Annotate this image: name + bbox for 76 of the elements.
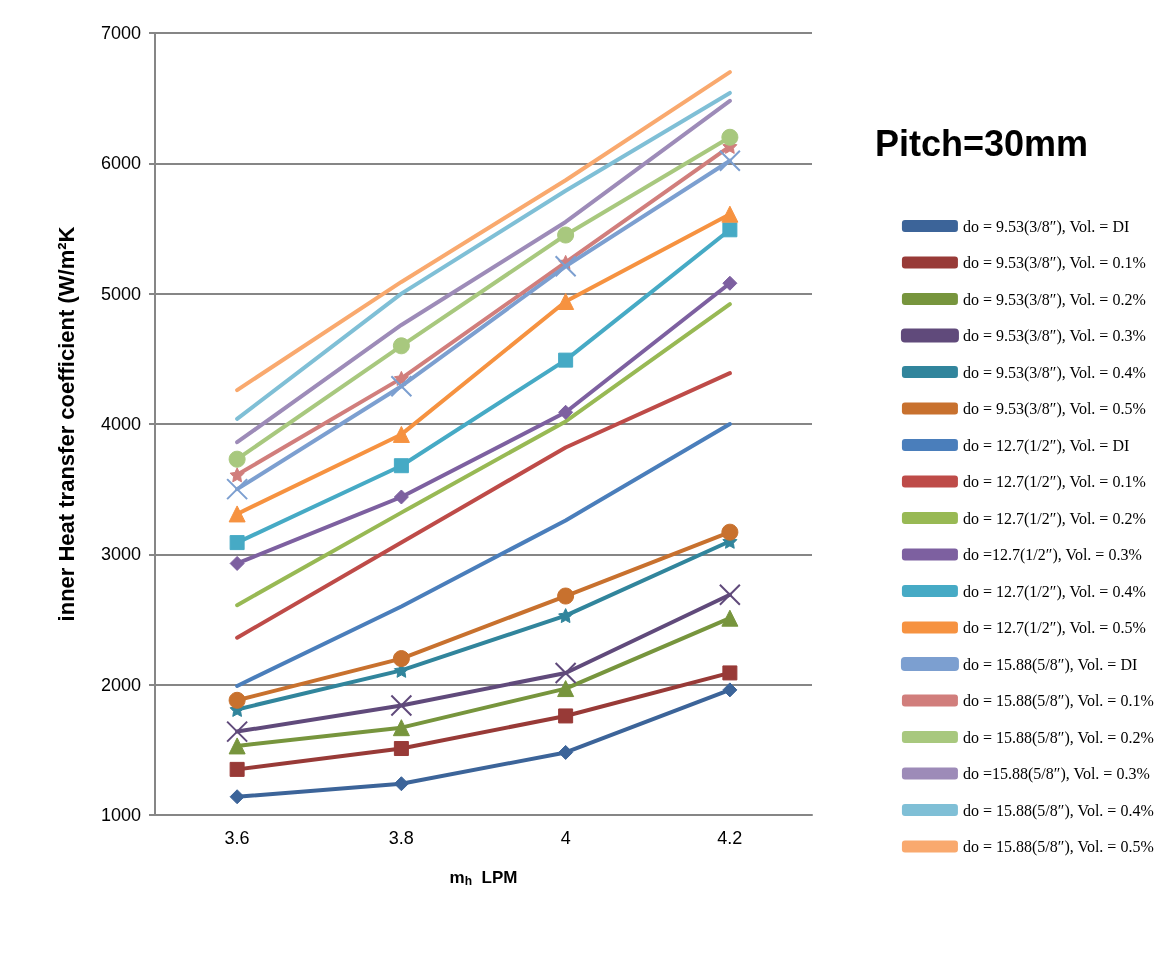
point [393,741,409,757]
point [392,719,410,737]
legend-label: do = 12.7(1/2″), Vol. = 0.4% [962,582,1146,601]
point [721,523,739,541]
legend-label: do = 9.53(3/8″), Vol. = 0.3% [962,327,1146,345]
point [393,458,409,474]
point [557,680,575,698]
legend-label: do =12.7(1/2″), Vol. = 0.3% [962,546,1142,564]
point [554,661,577,684]
point [558,608,574,624]
point [228,737,246,755]
point [557,587,575,605]
point [722,275,738,291]
line-series [235,302,732,608]
point [722,222,738,238]
point [229,761,245,777]
legend-label: do = 12.7(1/2″), Vol. = DI [962,436,1130,455]
legend-label: do = 12.7(1/2″), Vol. = 0.5% [962,619,1146,637]
point [554,255,577,278]
legend-label: do =15.88(5/8″), Vol. = 0.3% [962,765,1150,783]
y-tick-label: 4000 [100,414,141,434]
line-series [235,371,732,640]
point [390,375,413,398]
legend-label: do = 15.88(5/8″), Vol. = DI [962,655,1138,674]
point [557,292,575,310]
point [393,489,409,505]
point [228,505,246,523]
point [393,776,409,792]
y-tick-label: 1000 [100,805,141,825]
legend-label: do = 9.53(3/8″), Vol. = 0.5% [962,400,1146,418]
legend-label: do = 9.53(3/8″), Vol. = 0.2% [962,290,1146,309]
point [226,720,249,743]
y-tick-label: 7000 [100,23,141,43]
point [558,352,574,368]
point [229,535,245,551]
point [228,691,246,709]
x-tick-label: 3.6 [224,828,250,848]
point [718,149,741,172]
point [718,583,741,606]
point [390,694,413,717]
x-tick-label: 4 [560,828,571,848]
legend-label: do = 9.53(3/8″), Vol. = 0.4% [962,363,1146,382]
point [392,650,410,668]
x-tick-label: 3.8 [388,828,414,848]
legend-label: do = 15.88(5/8″), Vol. = 0.5% [962,838,1154,856]
point [392,337,410,355]
point [721,609,739,627]
x-tick-label: 4.2 [717,828,743,848]
y-tick-label: 2000 [100,674,141,695]
point [721,205,739,223]
y-tick-label: 3000 [100,544,141,565]
point [721,128,739,146]
point [229,467,245,483]
legend-label: do = 9.53(3/8″), Vol. = 0.1% [962,254,1146,272]
point [558,744,574,760]
y-tick-label: 6000 [100,153,141,174]
legend-label: do = 15.88(5/8″), Vol. = 0.4% [962,801,1154,820]
point [229,555,245,571]
point [226,478,249,501]
legend-label: do = 12.7(1/2″), Vol. = 0.1% [962,473,1146,491]
point [558,404,574,420]
legend-label: do = 9.53(3/8″), Vol. = DI [962,217,1130,236]
y-axis-title: inner Heat transfer coefficient (W/m²K [53,226,79,622]
point [558,708,574,724]
point [228,450,246,468]
legend-label: do = 15.88(5/8″), Vol. = 0.2% [962,728,1154,747]
y-tick-label: 5000 [100,283,141,304]
point [229,789,245,805]
legend-label: do = 12.7(1/2″), Vol. = 0.2% [962,509,1146,528]
legend-label: do = 15.88(5/8″), Vol. = 0.1% [962,692,1154,710]
point [722,665,738,681]
line-series [235,422,732,688]
text: Pitch=30mm [875,122,1089,164]
point [392,425,410,443]
point [722,682,738,698]
point [557,226,575,244]
